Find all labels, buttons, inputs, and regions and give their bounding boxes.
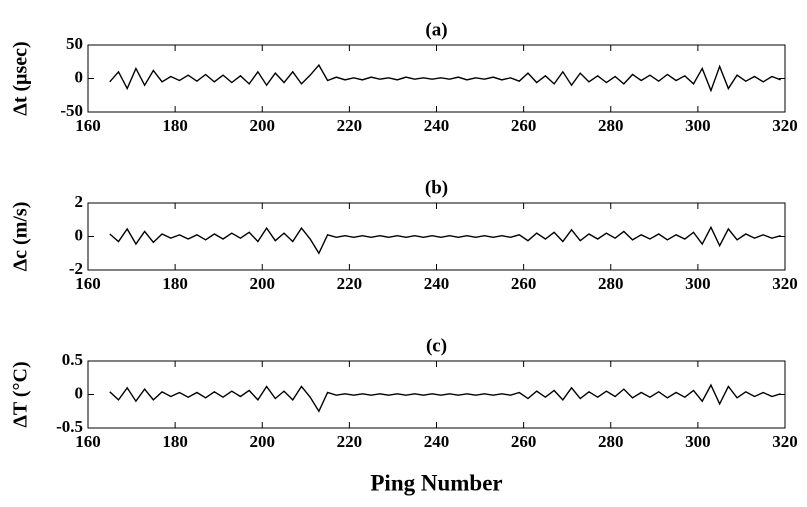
- y-tick-label: 0.5: [62, 350, 83, 369]
- x-tick-label: 280: [598, 116, 624, 135]
- x-tick-label: 240: [424, 274, 450, 293]
- data-line: [109, 383, 781, 413]
- x-tick-label: 180: [162, 432, 188, 451]
- y-tick-label: 50: [66, 34, 83, 53]
- y-tick-label: -2: [69, 259, 83, 278]
- x-tick-label: 300: [685, 116, 711, 135]
- x-tick-label: 180: [162, 116, 188, 135]
- x-tick-label: 200: [250, 432, 276, 451]
- x-axis-label: Ping Number: [370, 470, 502, 495]
- x-tick-label: 320: [772, 116, 798, 135]
- x-tick-label: 200: [250, 274, 276, 293]
- panel-title: (c): [426, 335, 447, 356]
- x-tick-label: 220: [337, 274, 363, 293]
- x-tick-label: 240: [424, 116, 450, 135]
- panel-title: (a): [425, 19, 447, 40]
- y-axis-label: Δc (m/s): [10, 202, 32, 272]
- y-tick-label: -50: [60, 101, 83, 120]
- x-tick-label: 280: [598, 432, 624, 451]
- y-tick-label: 2: [75, 192, 84, 211]
- y-tick-label: -0.5: [56, 417, 83, 436]
- x-tick-label: 300: [685, 274, 711, 293]
- y-axis-label: Δt (μsec): [10, 41, 32, 115]
- x-tick-label: 160: [75, 432, 101, 451]
- x-tick-label: 300: [685, 432, 711, 451]
- x-tick-label: 180: [162, 274, 188, 293]
- x-tick-label: 260: [511, 274, 537, 293]
- data-line: [109, 225, 781, 255]
- x-tick-label: 160: [75, 274, 101, 293]
- y-tick-label: 0: [75, 383, 84, 402]
- x-tick-label: 260: [511, 432, 537, 451]
- x-tick-label: 200: [250, 116, 276, 135]
- x-tick-label: 220: [337, 116, 363, 135]
- data-line: [109, 63, 781, 93]
- y-axis-label: ΔT (°C): [10, 361, 32, 427]
- panel-title: (b): [425, 177, 448, 198]
- x-tick-label: 320: [772, 274, 798, 293]
- x-tick-label: 320: [772, 432, 798, 451]
- x-tick-label: 160: [75, 116, 101, 135]
- x-tick-label: 260: [511, 116, 537, 135]
- y-tick-label: 0: [75, 67, 84, 86]
- x-tick-label: 220: [337, 432, 363, 451]
- y-tick-label: 0: [75, 225, 84, 244]
- x-tick-label: 280: [598, 274, 624, 293]
- x-tick-label: 240: [424, 432, 450, 451]
